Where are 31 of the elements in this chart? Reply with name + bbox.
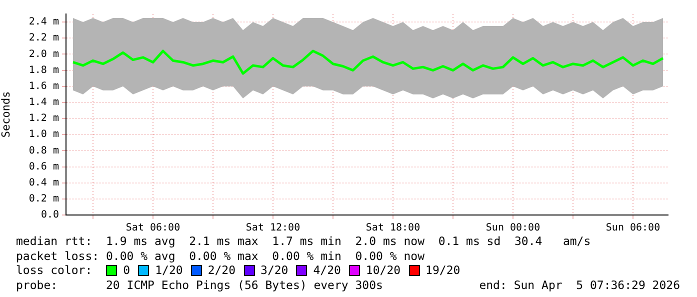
- legend-label: 2/20: [208, 263, 236, 278]
- legend-title: loss color:: [16, 263, 92, 278]
- y-tick-label: 1.2 m: [28, 113, 59, 124]
- x-tick-label: Sat 12:00: [246, 222, 300, 234]
- y-tick-label: 2.4 m: [28, 16, 59, 28]
- y-tick-label: 0.8 m: [28, 145, 59, 156]
- text: end: Sun Apr 5 07:36:29 2026: [479, 278, 680, 292]
- y-tick-label: 2.0 m: [28, 48, 59, 60]
- legend-label: 19/20: [426, 263, 460, 278]
- text: packet loss: 0.00 % avg 0.00 % max 0.00 % min 0.00 % now: [16, 248, 426, 263]
- y-tick-label: 0.6 m: [28, 161, 59, 172]
- legend-label: 10/20: [366, 263, 401, 278]
- y-axis-title: Seconds: [0, 91, 12, 138]
- x-tick-label: Sat 06:00: [126, 222, 180, 234]
- legend-label: 0: [123, 263, 130, 278]
- y-tick-label: 1.4 m: [28, 97, 59, 108]
- y-tick-label: 0.0: [40, 210, 59, 221]
- y-tick-label: 1.6 m: [28, 80, 59, 92]
- y-tick-label: 1.0 m: [28, 129, 59, 140]
- y-tick-label: 2.2 m: [28, 32, 59, 44]
- x-tick-label: Sat 18:00: [366, 222, 420, 234]
- legend-label: 3/20: [260, 263, 288, 278]
- y-tick-label: 0.4 m: [28, 177, 59, 188]
- legend-label: 4/20: [313, 263, 341, 278]
- y-tick-label: 1.8 m: [28, 64, 59, 76]
- legend-label: 1/20: [155, 263, 183, 278]
- x-tick-label: Sun 00:00: [486, 222, 540, 234]
- x-tick-label: Sun 06:00: [606, 222, 660, 234]
- y-tick-label: 0.2 m: [28, 194, 59, 205]
- text: probe: 20 ICMP Echo Pings (56 Bytes) every 300s: [16, 278, 383, 292]
- text: median rtt: 1.9 ms avg 2.1 ms max 1.7 ms min 2.0 ms now 0.1 ms sd 30.4 am/s: [16, 234, 592, 248]
